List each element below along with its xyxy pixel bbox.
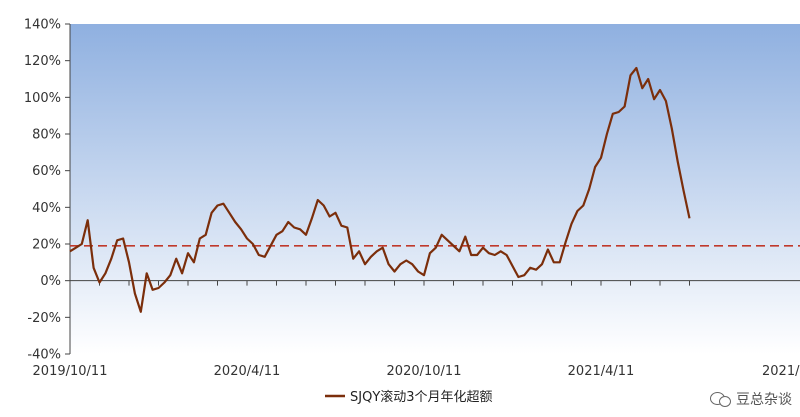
x-axis: 2019/10/11 2020/4/11 2020/10/11 2021/4/11 20… — [33, 280, 800, 379]
y-tick-label: 60% — [32, 164, 61, 179]
legend-label: SJQY滚动3个月年化超额 — [350, 389, 493, 405]
y-tick-label: 40% — [32, 201, 61, 216]
y-tick-label: 120% — [24, 54, 61, 69]
x-tick-label: 2021/1 — [762, 364, 800, 379]
y-tick-label: -40% — [27, 348, 61, 363]
x-tick-label: 2020/10/11 — [387, 364, 462, 379]
plot-area — [70, 24, 800, 354]
x-tick-label: 2021/4/11 — [568, 364, 635, 379]
y-tick-label: 80% — [32, 128, 61, 143]
watermark: 豆总杂谈 — [710, 389, 792, 409]
wechat-icon — [710, 390, 732, 408]
x-tick-label: 2019/10/11 — [33, 364, 108, 379]
watermark-text: 豆总杂谈 — [736, 392, 792, 408]
x-tick-label: 2020/4/11 — [214, 364, 281, 379]
legend: SJQY滚动3个月年化超额 — [325, 389, 493, 405]
y-tick-label: 100% — [24, 91, 61, 106]
y-tick-label: 0% — [40, 274, 61, 289]
y-axis: -40% -20% 0% 20% 40% 60% 80% 100% 120% 140% — [24, 18, 71, 363]
y-tick-label: 20% — [32, 238, 61, 253]
y-tick-label: -20% — [27, 311, 61, 326]
y-tick-label: 140% — [24, 18, 61, 33]
series-line — [69, 66, 691, 313]
